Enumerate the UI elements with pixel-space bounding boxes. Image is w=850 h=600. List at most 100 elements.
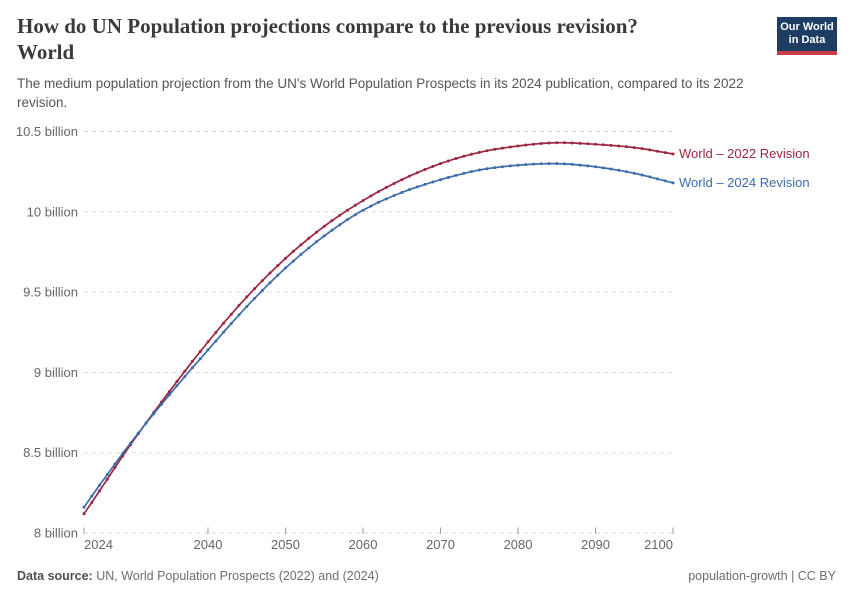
data-point[interactable] xyxy=(563,141,566,145)
series-2022-revision[interactable] xyxy=(82,141,675,516)
owid-logo[interactable]: Our World in Data xyxy=(777,17,837,55)
data-point[interactable] xyxy=(276,273,280,277)
data-point[interactable] xyxy=(90,501,94,504)
data-point[interactable] xyxy=(625,170,628,174)
data-point[interactable] xyxy=(501,165,504,169)
data-point[interactable] xyxy=(656,177,659,181)
legend-label-2024-revision[interactable]: World – 2024 Revision xyxy=(679,174,810,190)
data-point[interactable] xyxy=(601,166,605,170)
data-point[interactable] xyxy=(640,173,644,177)
data-point[interactable] xyxy=(648,148,652,152)
data-point[interactable] xyxy=(299,243,303,247)
data-point[interactable] xyxy=(439,162,442,166)
data-point[interactable] xyxy=(113,462,117,466)
data-point[interactable] xyxy=(82,505,86,509)
data-point[interactable] xyxy=(183,375,187,379)
data-point[interactable] xyxy=(260,289,264,292)
data-point[interactable] xyxy=(113,466,117,469)
data-point[interactable] xyxy=(291,249,295,253)
data-point[interactable] xyxy=(508,145,512,149)
data-point[interactable] xyxy=(632,171,636,175)
data-point[interactable] xyxy=(439,178,442,182)
data-point[interactable] xyxy=(237,313,241,317)
data-point[interactable] xyxy=(539,162,543,166)
data-point[interactable] xyxy=(609,167,613,171)
data-point[interactable] xyxy=(408,188,411,192)
data-point[interactable] xyxy=(477,150,481,154)
data-point[interactable] xyxy=(578,141,582,145)
data-point[interactable] xyxy=(470,170,473,174)
data-point[interactable] xyxy=(268,271,272,275)
data-point[interactable] xyxy=(656,149,659,153)
data-point[interactable] xyxy=(361,208,365,212)
data-point[interactable] xyxy=(222,321,225,325)
data-point[interactable] xyxy=(454,157,458,160)
data-point[interactable] xyxy=(307,246,311,250)
data-point[interactable] xyxy=(214,339,218,343)
data-point[interactable] xyxy=(369,204,373,208)
data-point[interactable] xyxy=(206,348,210,352)
data-point[interactable] xyxy=(105,473,109,477)
data-point[interactable] xyxy=(315,230,318,234)
data-point[interactable] xyxy=(229,322,233,325)
data-point[interactable] xyxy=(206,340,210,344)
data-point[interactable] xyxy=(175,384,179,388)
data-point[interactable] xyxy=(648,175,652,179)
data-point[interactable] xyxy=(253,296,256,300)
data-point[interactable] xyxy=(640,147,644,151)
data-point[interactable] xyxy=(322,224,326,228)
data-point[interactable] xyxy=(237,303,241,307)
data-point[interactable] xyxy=(431,180,435,184)
data-point[interactable] xyxy=(563,162,566,166)
data-point[interactable] xyxy=(586,164,590,168)
series-line[interactable] xyxy=(83,162,674,508)
data-point[interactable] xyxy=(601,143,605,147)
data-point[interactable] xyxy=(617,168,621,172)
data-point[interactable] xyxy=(555,141,559,145)
data-point[interactable] xyxy=(524,143,528,147)
data-point[interactable] xyxy=(245,295,249,299)
data-point[interactable] xyxy=(307,236,311,240)
data-point[interactable] xyxy=(663,151,667,155)
data-point[interactable] xyxy=(570,141,574,145)
data-point[interactable] xyxy=(578,163,582,167)
data-point[interactable] xyxy=(369,194,373,198)
data-point[interactable] xyxy=(198,350,202,353)
data-point[interactable] xyxy=(90,494,94,498)
data-point[interactable] xyxy=(617,144,621,148)
data-point[interactable] xyxy=(253,287,256,291)
data-point[interactable] xyxy=(129,441,132,445)
data-point[interactable] xyxy=(353,213,357,217)
data-point[interactable] xyxy=(547,141,551,145)
data-point[interactable] xyxy=(222,330,225,334)
data-point[interactable] xyxy=(477,168,481,172)
data-point[interactable] xyxy=(322,234,326,238)
data-point[interactable] xyxy=(609,143,613,147)
data-point[interactable] xyxy=(191,366,194,370)
data-point[interactable] xyxy=(167,393,171,397)
data-point[interactable] xyxy=(98,489,101,493)
data-point[interactable] xyxy=(470,152,473,156)
data-point[interactable] xyxy=(377,200,380,204)
series-line[interactable] xyxy=(83,141,674,515)
data-point[interactable] xyxy=(338,213,342,217)
data-point[interactable] xyxy=(384,197,388,201)
data-point[interactable] xyxy=(508,164,512,168)
data-point[interactable] xyxy=(160,402,163,406)
data-point[interactable] xyxy=(353,203,357,207)
data-point[interactable] xyxy=(291,259,295,263)
data-point[interactable] xyxy=(330,219,334,223)
data-point[interactable] xyxy=(516,163,520,167)
data-point[interactable] xyxy=(431,164,435,168)
data-point[interactable] xyxy=(284,256,287,260)
data-point[interactable] xyxy=(214,331,218,334)
data-point[interactable] xyxy=(493,166,497,170)
data-point[interactable] xyxy=(423,168,427,171)
data-point[interactable] xyxy=(167,390,171,394)
data-point[interactable] xyxy=(198,357,202,361)
data-point[interactable] xyxy=(555,162,559,166)
series-2024-revision[interactable] xyxy=(82,162,675,509)
data-point[interactable] xyxy=(493,147,497,151)
data-point[interactable] xyxy=(191,359,194,363)
